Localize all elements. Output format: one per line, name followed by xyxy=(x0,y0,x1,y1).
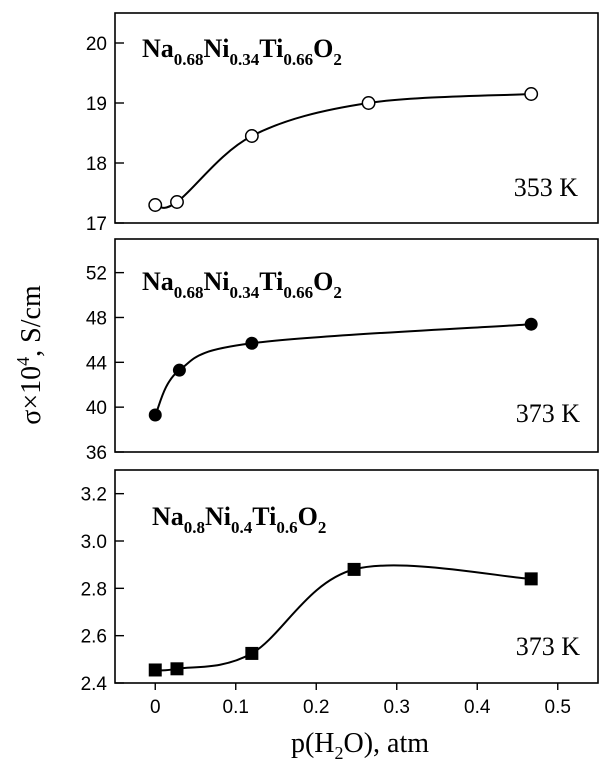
data-point-2 xyxy=(148,408,162,422)
y-tick-label-2: 52 xyxy=(86,264,107,285)
y-axis-label: σ×104, S/cm xyxy=(13,285,47,425)
data-point-3 xyxy=(347,562,361,576)
data-point-3 xyxy=(245,646,259,660)
x-tick-label: 0.5 xyxy=(545,697,571,718)
plot-frame-3 xyxy=(114,469,599,684)
x-tick-label: 0.2 xyxy=(303,697,329,718)
data-point-1 xyxy=(361,96,376,110)
y-tick-label-1: 20 xyxy=(86,34,107,55)
data-point-3 xyxy=(524,572,538,586)
data-point-2 xyxy=(524,317,538,331)
y-tick-label-2: 48 xyxy=(86,308,107,329)
temperature-label-1: 353 K xyxy=(514,173,579,202)
x-tick-label: 0 xyxy=(150,697,161,718)
y-tick-label-3: 2.4 xyxy=(81,674,108,695)
plot-frame-1 xyxy=(114,12,599,224)
compound-label-1: Na0.68Ni0.34Ti0.66O2 xyxy=(142,34,342,69)
y-tick-label-2: 36 xyxy=(86,443,107,464)
x-tick-label: 0.4 xyxy=(464,697,491,718)
data-point-1 xyxy=(244,129,259,143)
y-tick-label-2: 40 xyxy=(86,398,107,419)
compound-label-2: Na0.68Ni0.34Ti0.66O2 xyxy=(142,267,342,302)
data-point-2 xyxy=(172,363,186,377)
fit-curve-1 xyxy=(155,93,532,209)
x-tick-label: 0.3 xyxy=(384,697,410,718)
y-tick-label-3: 2.6 xyxy=(81,627,107,648)
y-tick-label-1: 19 xyxy=(86,94,107,115)
y-tick-label-3: 2.8 xyxy=(81,579,107,600)
y-tick-label-3: 3.2 xyxy=(81,485,107,506)
y-tick-label-1: 17 xyxy=(86,214,107,235)
x-axis-label: p(H2O), atm xyxy=(291,728,429,763)
compound-label-3: Na0.8Ni0.4Ti0.6O2 xyxy=(152,502,326,537)
y-tick-label-2: 44 xyxy=(86,353,108,374)
y-tick-label-3: 3.0 xyxy=(81,532,107,553)
x-tick-label: 0.1 xyxy=(223,697,249,718)
plot-frame-2 xyxy=(114,238,599,453)
data-point-3 xyxy=(148,663,162,677)
fit-curve-2 xyxy=(154,323,532,416)
data-point-3 xyxy=(170,662,184,676)
y-tick-label-1: 18 xyxy=(86,154,107,175)
data-point-2 xyxy=(245,336,259,350)
data-point-1 xyxy=(148,198,163,212)
data-point-1 xyxy=(524,87,539,101)
data-point-1 xyxy=(170,195,184,209)
fit-curve-3 xyxy=(155,564,532,672)
temperature-label-2: 373 K xyxy=(516,399,581,428)
temperature-label-3: 373 K xyxy=(516,632,581,661)
